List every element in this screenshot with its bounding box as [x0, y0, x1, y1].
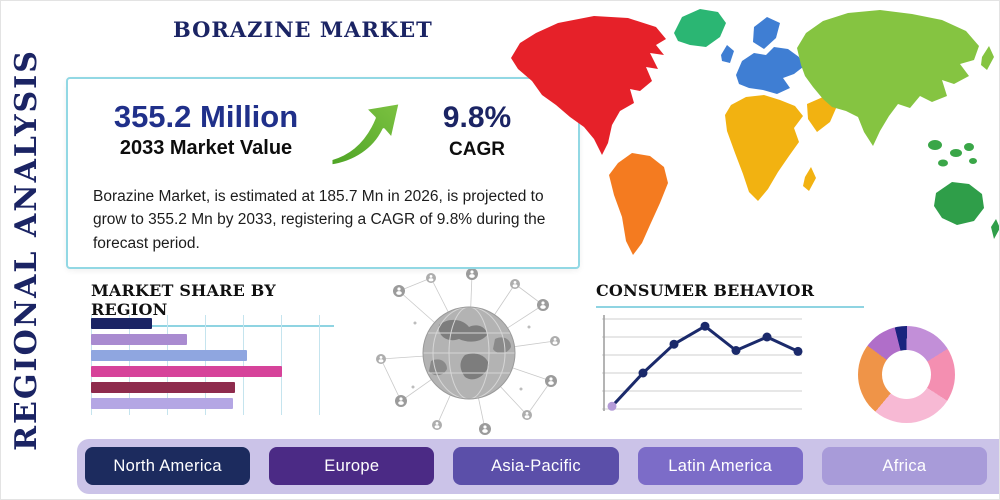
- map-australia: [934, 182, 984, 225]
- market-share-bar-0: [91, 318, 152, 329]
- growth-arrow-icon: [324, 91, 406, 173]
- cagr-value: 9.8%: [442, 101, 512, 134]
- market-share-bar-4: [91, 382, 236, 393]
- map-asia: [797, 10, 979, 146]
- region-button-asia-pacific[interactable]: Asia-Pacific: [453, 447, 619, 485]
- consumer-behavior-line-chart: [602, 315, 803, 411]
- map-europe: [736, 47, 803, 94]
- market-share-bar-1: [91, 334, 187, 345]
- line-point-5: [762, 332, 772, 342]
- map-south-america: [609, 153, 668, 255]
- globe-network-graphic: [369, 268, 569, 442]
- line-point-0: [607, 401, 617, 411]
- market-description: Borazine Market, is estimated at 185.7 M…: [93, 188, 546, 252]
- line-point-3: [700, 321, 710, 331]
- cagr-label: CAGR: [449, 139, 505, 160]
- market-share-bar-3: [91, 366, 283, 377]
- map-uk: [721, 45, 734, 63]
- line-point-6: [793, 346, 803, 356]
- map-new-zealand: [991, 219, 999, 239]
- market-share-bar-2: [91, 350, 248, 361]
- market-share-bar-5: [91, 398, 234, 409]
- region-buttons-row: North America Europe Asia-Pacific Latin …: [85, 447, 988, 485]
- stats-box: 355.2 Million 2033 Market Value 9.8% CAG…: [66, 77, 580, 269]
- map-greenland: [674, 9, 726, 47]
- page-title: BORAZINE MARKET: [173, 17, 433, 42]
- region-button-africa[interactable]: Africa: [821, 447, 988, 485]
- map-madagascar: [803, 167, 816, 191]
- network-people-nodes: [376, 268, 560, 435]
- map-scandinavia: [753, 17, 780, 49]
- map-southeast-asia: [928, 140, 977, 167]
- cagr-block: 9.8% CAGR: [412, 101, 542, 161]
- consumer-behavior-heading: CONSUMER BEHAVIOR: [596, 281, 864, 308]
- map-arabia: [807, 97, 837, 132]
- market-value-label: 2033 Market Value: [119, 137, 293, 159]
- line-point-4: [731, 346, 741, 355]
- market-share-bar-chart: [91, 315, 324, 415]
- map-north-america: [511, 16, 666, 155]
- map-africa: [725, 95, 803, 201]
- regional-analysis-side-label: REGIONAL ANALYSIS: [9, 49, 44, 451]
- region-button-north-america[interactable]: North America: [85, 447, 251, 485]
- line-point-1: [638, 368, 648, 378]
- market-value: 355.2 Million: [113, 99, 299, 134]
- line-point-2: [669, 339, 679, 349]
- region-button-europe[interactable]: Europe: [269, 447, 435, 485]
- map-japan: [981, 46, 994, 70]
- regional-donut-chart: [858, 326, 955, 423]
- market-value-block: 355.2 Million 2033 Market Value: [90, 99, 322, 160]
- region-button-latin-america[interactable]: Latin America: [637, 447, 803, 485]
- world-map: [511, 9, 999, 255]
